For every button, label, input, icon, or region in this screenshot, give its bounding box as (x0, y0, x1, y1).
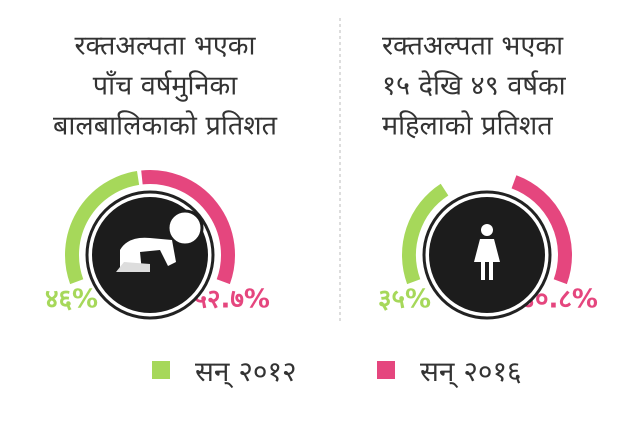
legend-label: सन् २०१२ (195, 355, 297, 389)
gauge-arc (65, 171, 140, 285)
chart-title: रक्तअल्पता भएका (74, 31, 256, 62)
value-label: ३५% (378, 285, 431, 315)
legend-swatch (152, 361, 170, 379)
gauge-arc (141, 170, 235, 285)
chart-title: महिलाको प्रतिशत (382, 110, 553, 142)
woman-head (481, 224, 493, 236)
chart-title: पाँच वर्षमुनिका (93, 70, 239, 103)
chart-title: बालबालिकाको प्रतिशत (53, 110, 278, 142)
gauge-arc (511, 175, 572, 285)
gauge-arc (402, 183, 449, 285)
value-label: ५२.७% (194, 285, 271, 315)
child-leg (116, 262, 150, 272)
legend-swatch (377, 361, 395, 379)
chart-title: रक्तअल्पता भएका (382, 31, 564, 62)
child-head (166, 209, 204, 247)
value-label: ४६% (45, 285, 98, 315)
chart-title: १५ देखि ४९ वर्षका (382, 70, 567, 102)
icons (116, 209, 500, 280)
woman-body (474, 239, 500, 280)
legend-label: सन् २०१६ (420, 355, 522, 389)
